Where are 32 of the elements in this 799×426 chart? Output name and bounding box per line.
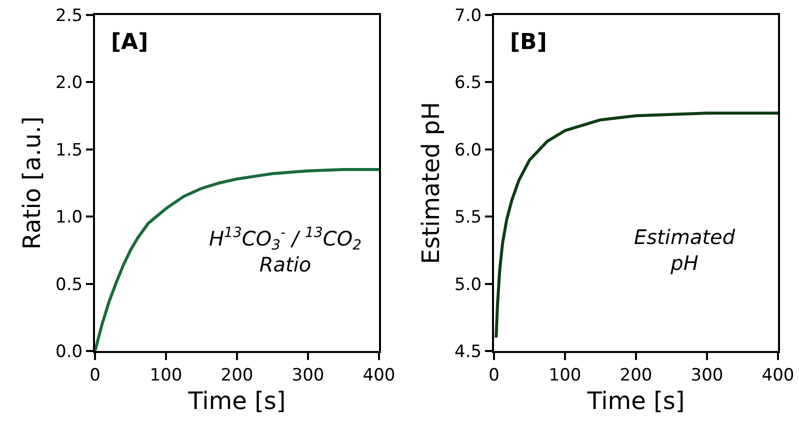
line-series — [95, 168, 379, 351]
line-series — [494, 112, 778, 340]
y-tick-label: 1.5 — [56, 140, 83, 160]
x-tick-label: 0 — [488, 365, 500, 386]
y-tick-label: 5.5 — [454, 208, 482, 228]
x-tick-label: 100 — [548, 365, 582, 386]
x-axis-title: Time [s] — [187, 387, 286, 416]
annotation: [A] — [111, 30, 148, 55]
y-tick-label: 6.0 — [454, 140, 482, 160]
y-tick-label: 7.0 — [454, 6, 482, 26]
y-axis-title: Estimated pH — [417, 102, 446, 264]
x-tick-label: 200 — [220, 365, 254, 386]
y-tick-label: 2.5 — [56, 6, 83, 26]
x-tick-label: 300 — [690, 365, 724, 386]
y-tick-label: 5.0 — [454, 274, 482, 295]
y-tick-label: 1.0 — [56, 208, 83, 228]
annotation: Estimated pH — [634, 225, 736, 275]
y-tick-label: 0.0 — [56, 342, 83, 362]
text: H$^{13}$CO$_{3}$$^{-}$ / $^{13}$CO$_{2}$ Ratio — [209, 225, 362, 276]
x-axis-title: Time [s] — [586, 387, 685, 416]
x-tick-label: 300 — [292, 365, 324, 386]
y-axis-title: Ratio [a.u.] — [18, 116, 46, 250]
y-tick-label: 6.5 — [454, 73, 482, 94]
x-tick-label: 100 — [150, 365, 182, 386]
y-tick-label: 4.5 — [454, 342, 482, 362]
x-tick-label: 400 — [762, 365, 794, 386]
y-tick-label: 0.5 — [56, 274, 83, 295]
x-tick-label: 200 — [620, 365, 652, 386]
y-tick-label: 2.0 — [56, 73, 83, 94]
x-tick-label: 400 — [362, 365, 396, 386]
x-tick-label: 0 — [90, 365, 100, 386]
annotation: [B] — [510, 30, 547, 55]
